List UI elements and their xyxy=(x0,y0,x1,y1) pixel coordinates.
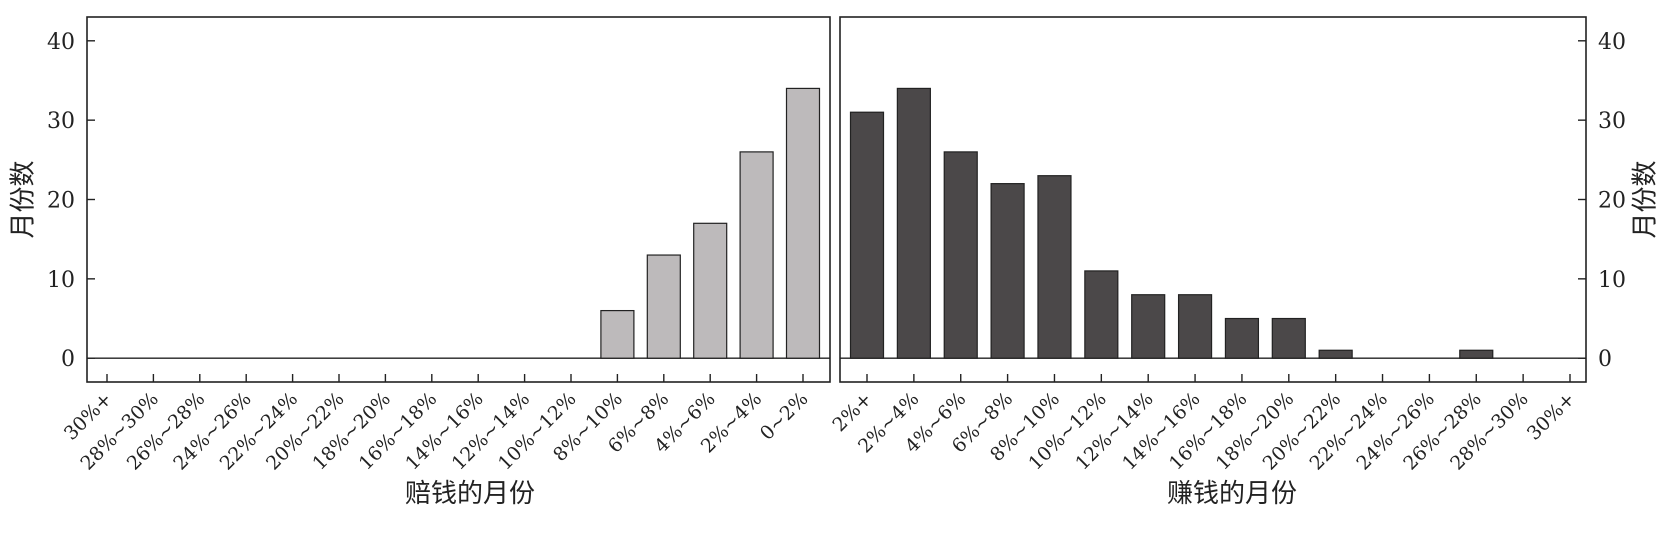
y-axis-title: 月份数 xyxy=(9,160,39,238)
y-tick-label: 40 xyxy=(47,30,75,55)
y-tick-label: 10 xyxy=(47,268,75,293)
bar xyxy=(1271,317,1306,359)
bar xyxy=(600,309,635,359)
y-tick-label: 0 xyxy=(61,347,75,372)
bar xyxy=(1084,270,1119,359)
x-tick-label: 0~2% xyxy=(756,388,813,445)
bar xyxy=(990,183,1025,359)
x-tick-label: 30%+ xyxy=(1523,388,1580,445)
y-tick-label: 20 xyxy=(47,189,75,214)
y-tick-label: 0 xyxy=(1598,347,1612,372)
x-axis-title: 赚钱的月份 xyxy=(1167,479,1297,509)
bar xyxy=(1459,349,1494,359)
y-tick-label: 40 xyxy=(1598,30,1626,55)
bar xyxy=(943,151,978,359)
bar xyxy=(739,151,774,359)
y-tick-label: 30 xyxy=(1598,109,1626,134)
y-tick-label: 30 xyxy=(47,109,75,134)
bar xyxy=(1318,349,1353,359)
bar xyxy=(785,87,821,359)
bar xyxy=(693,222,728,359)
bar xyxy=(1037,175,1072,359)
y-axis-title: 月份数 xyxy=(1631,160,1661,238)
y-tick-label: 10 xyxy=(1598,268,1626,293)
bar xyxy=(1177,294,1213,359)
y-tick-label: 20 xyxy=(1598,189,1626,214)
profit-months-panel: 0102030402%+2%~4%4%~6%6%~8%8%~10%10%~12%… xyxy=(828,16,1661,509)
bar xyxy=(849,111,885,359)
loss-months-panel: 01020304030%+28%~30%26%~28%24%~26%22%~24… xyxy=(9,16,831,509)
bar xyxy=(1224,317,1260,359)
bar xyxy=(896,87,931,359)
bar xyxy=(1131,294,1166,359)
bar xyxy=(646,254,681,359)
x-axis-title: 赔钱的月份 xyxy=(405,479,535,509)
